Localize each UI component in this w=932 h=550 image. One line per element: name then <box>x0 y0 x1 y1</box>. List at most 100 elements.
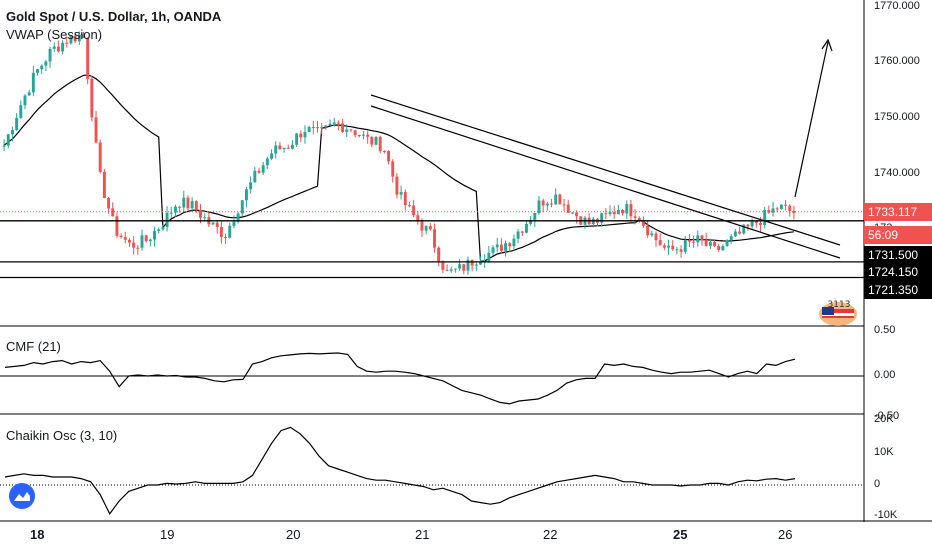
candle-body <box>424 226 428 231</box>
candle-body <box>153 230 156 240</box>
date-label: 19 <box>160 527 175 542</box>
candle-body <box>303 132 307 138</box>
svg-text:3113: 3113 <box>828 300 851 310</box>
candle-body <box>725 240 729 246</box>
candle-body <box>658 240 662 246</box>
cmf-line <box>4 352 796 405</box>
candle-body <box>713 242 716 247</box>
candle-body <box>286 147 290 149</box>
candle-body <box>6 134 10 146</box>
candle-body <box>370 136 374 145</box>
pane-grid <box>0 0 932 522</box>
candle-body <box>416 215 420 222</box>
candle-body <box>750 220 754 227</box>
candle-body <box>575 212 579 217</box>
candle-body <box>211 222 215 225</box>
candle-body <box>161 227 165 230</box>
candle-body <box>654 233 658 241</box>
candles <box>2 31 796 275</box>
candle-body <box>792 210 796 214</box>
candle-body <box>228 225 232 238</box>
candle-body <box>412 205 416 216</box>
candle-body <box>687 239 691 242</box>
chaikin-tick: 20K <box>874 413 894 425</box>
candle-body <box>625 204 629 214</box>
candle-body <box>662 245 666 248</box>
price-tick: 1740.000 <box>874 167 920 179</box>
candle-body <box>524 224 528 233</box>
candle-body <box>675 249 679 251</box>
candle-body <box>345 129 349 132</box>
candle-body <box>629 204 633 217</box>
chaikin-line <box>4 426 796 515</box>
candle-body <box>44 61 48 66</box>
candle-body <box>224 236 228 238</box>
candle-body <box>253 170 257 183</box>
candle-body <box>508 243 512 247</box>
candle-body <box>708 242 712 246</box>
candle-body <box>529 219 533 225</box>
candle-body <box>562 204 566 206</box>
candle-body <box>311 126 315 128</box>
candle-body <box>637 217 641 222</box>
chaikin-tick: 10K <box>874 446 894 458</box>
chaikin-tick: -10K <box>874 509 898 521</box>
candle-body <box>90 78 94 118</box>
candle-body <box>784 204 788 206</box>
candle-body <box>600 213 604 223</box>
date-label: 20 <box>286 527 301 542</box>
candle-body <box>10 129 14 135</box>
candle-body <box>270 153 274 159</box>
price-tick: 1750.000 <box>874 111 920 123</box>
candle-body <box>261 165 265 173</box>
candle-body <box>274 145 278 154</box>
candle-body <box>621 210 625 214</box>
candle-body <box>73 35 77 42</box>
candle-body <box>704 239 708 246</box>
candle-body <box>341 123 345 132</box>
candle-body <box>357 135 361 137</box>
drawings <box>0 38 864 279</box>
candle-body <box>470 259 474 266</box>
candle-body <box>119 235 123 238</box>
candle-body <box>245 189 248 201</box>
candle-body <box>771 208 775 213</box>
candle-body <box>240 200 244 214</box>
candle-body <box>399 192 403 195</box>
candle-body <box>382 151 386 153</box>
candle-body <box>387 151 391 162</box>
candle-body <box>738 231 742 234</box>
candle-body <box>65 42 69 44</box>
cmf-path <box>4 352 796 405</box>
candle-body <box>692 241 696 243</box>
cmf-legend: CMF (21) <box>6 339 61 354</box>
candle-body <box>437 247 441 262</box>
candle-body <box>31 72 35 93</box>
candle-body <box>407 205 411 207</box>
candle-body <box>102 171 106 198</box>
candle-body <box>458 264 462 269</box>
candle-body <box>69 35 73 44</box>
tradingview-logo-icon[interactable] <box>9 483 35 509</box>
candle-body <box>144 235 148 242</box>
candle-body <box>86 37 90 79</box>
candle-body <box>169 212 173 214</box>
candle-body <box>545 203 549 206</box>
candle-body <box>215 222 219 228</box>
candle-body <box>328 123 332 126</box>
candle-body <box>487 252 491 262</box>
countdown-tag: 56:09 <box>864 226 932 244</box>
candle-body <box>566 204 570 213</box>
projection-arrow-head <box>821 38 833 52</box>
candle-body <box>570 212 574 214</box>
candle-body <box>537 200 541 214</box>
candle-body <box>173 206 177 213</box>
candle-body <box>428 226 432 230</box>
candle-body <box>604 213 608 215</box>
candle-body <box>717 246 721 250</box>
candle-body <box>56 46 60 52</box>
candle-body <box>136 247 140 249</box>
candle-body <box>516 231 520 239</box>
candle-body <box>182 197 186 208</box>
